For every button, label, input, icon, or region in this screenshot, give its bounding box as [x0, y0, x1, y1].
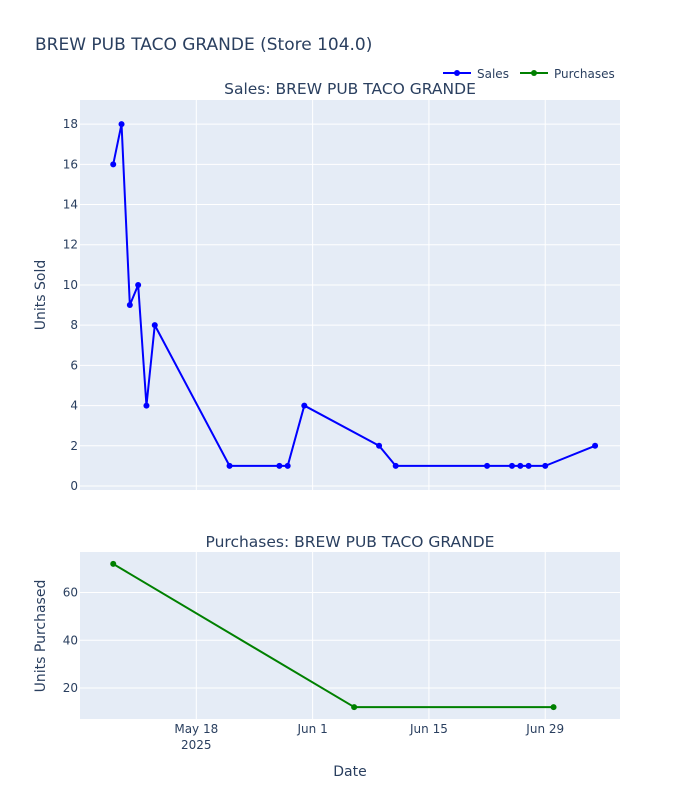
y-tick-label: 10: [63, 278, 78, 292]
purchases-chart-title: Purchases: BREW PUB TACO GRANDE: [206, 533, 495, 551]
sales-point[interactable]: [284, 462, 291, 469]
y-tick-label: 40: [63, 633, 78, 647]
sales-point[interactable]: [301, 402, 308, 409]
sales-point[interactable]: [592, 442, 599, 449]
legend[interactable]: Sales Purchases: [443, 67, 615, 81]
purchases-series: [110, 560, 557, 711]
x-tick-sublabel: 2025: [181, 738, 212, 752]
sales-point[interactable]: [525, 462, 532, 469]
legend-sales-marker-icon: [454, 70, 460, 76]
purchases-point[interactable]: [351, 704, 358, 711]
legend-item-sales[interactable]: Sales: [443, 67, 509, 81]
legend-item-purchases[interactable]: Purchases: [520, 67, 615, 81]
y-tick-label: 60: [63, 586, 78, 600]
sales-series: [110, 121, 599, 469]
sales-point[interactable]: [509, 462, 515, 469]
sales-point[interactable]: [126, 302, 133, 309]
sales-point[interactable]: [143, 402, 150, 409]
y-tick-label: 8: [70, 318, 78, 332]
sales-point[interactable]: [517, 462, 524, 469]
sales-y-axis-title: Units Sold: [33, 260, 49, 330]
y-tick-label: 4: [70, 399, 78, 413]
sales-y-ticks: 0 2 4 6 8 10 12 14 16 18: [63, 117, 78, 493]
x-tick-label: Jun 1: [297, 722, 328, 736]
sales-point[interactable]: [110, 161, 117, 168]
y-tick-label: 20: [63, 681, 78, 695]
figure-title: BREW PUB TACO GRANDE (Store 104.0): [35, 35, 372, 55]
y-tick-label: 14: [63, 198, 78, 212]
x-axis-ticks: May 18 2025 Jun 1 Jun 15 Jun 29: [174, 722, 564, 752]
purchases-point[interactable]: [110, 560, 117, 567]
sales-point[interactable]: [276, 462, 283, 469]
sales-chart-title: Sales: BREW PUB TACO GRANDE: [224, 80, 476, 98]
x-axis-title: Date: [333, 764, 366, 780]
sales-point[interactable]: [135, 281, 142, 288]
purchases-y-axis-title: Units Purchased: [33, 580, 49, 693]
sales-gridlines: [80, 100, 620, 490]
purchases-point[interactable]: [550, 704, 557, 711]
legend-purchases-marker-icon: [531, 70, 537, 76]
sales-point[interactable]: [484, 462, 491, 469]
sales-point[interactable]: [542, 462, 549, 469]
y-tick-label: 12: [63, 238, 78, 252]
y-tick-label: 16: [63, 157, 78, 171]
x-tick-label: Jun 15: [409, 722, 448, 736]
y-tick-label: 2: [70, 439, 78, 453]
legend-purchases-label: Purchases: [554, 67, 615, 81]
sales-point[interactable]: [226, 462, 233, 469]
x-tick-label: Jun 29: [525, 722, 564, 736]
y-tick-label: 0: [70, 479, 78, 493]
sales-point[interactable]: [392, 462, 399, 469]
purchases-chart: Purchases: BREW PUB TACO GRANDE 20 40 60 U…: [33, 533, 620, 719]
purchases-y-ticks: 20 40 60: [63, 586, 78, 695]
x-tick-label: May 18: [174, 722, 218, 736]
sales-plot-area[interactable]: [80, 100, 620, 490]
y-tick-label: 18: [63, 117, 78, 131]
sales-point[interactable]: [118, 121, 125, 128]
y-tick-label: 6: [70, 358, 78, 372]
purchases-plot-area[interactable]: [80, 552, 620, 719]
sales-point[interactable]: [376, 442, 383, 449]
sales-point[interactable]: [151, 322, 158, 329]
purchases-gridlines: [80, 552, 620, 719]
sales-chart: Sales: BREW PUB TACO GRANDE 0 2 4 6 8 10 12 14 1…: [33, 80, 620, 493]
legend-sales-label: Sales: [477, 67, 509, 81]
